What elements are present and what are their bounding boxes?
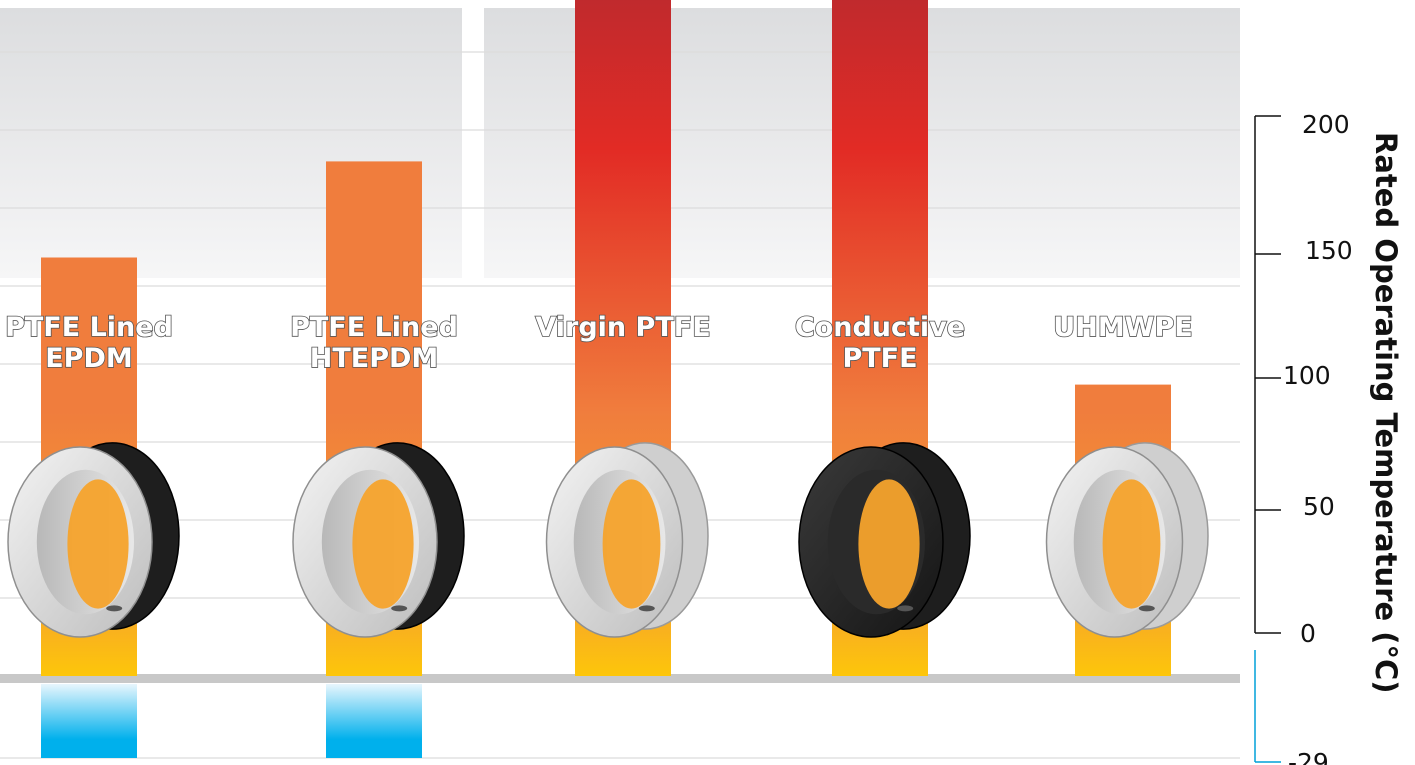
category-label: Virgin PTFE [535, 312, 710, 343]
y-tick-label: 200 [1302, 110, 1350, 139]
y-tick-label: 0 [1300, 619, 1316, 648]
gasket-ring-icon [1047, 443, 1209, 637]
bar-2-below-zero [326, 684, 422, 758]
gasket-ring-icon [547, 443, 708, 637]
category-label: PTFE Lined EPDM [5, 312, 173, 374]
gasket-ring-icon [293, 443, 464, 637]
category-label: Conductive PTFE [795, 312, 965, 374]
bar-1-below-zero [41, 684, 137, 758]
category-label: PTFE Lined HTEPDM [290, 312, 458, 374]
y-tick-label: 100 [1283, 361, 1331, 390]
gasket-ring-icon [8, 443, 179, 637]
gasket-ring-icon [799, 443, 970, 637]
y-tick-label: -29 [1288, 748, 1329, 765]
y-tick-label: 50 [1303, 492, 1335, 521]
y-tick-label: 150 [1305, 236, 1353, 265]
y-axis-title: Rated Operating Temperature (°C) [1369, 132, 1403, 694]
category-label: UHMWPE [1053, 312, 1192, 343]
